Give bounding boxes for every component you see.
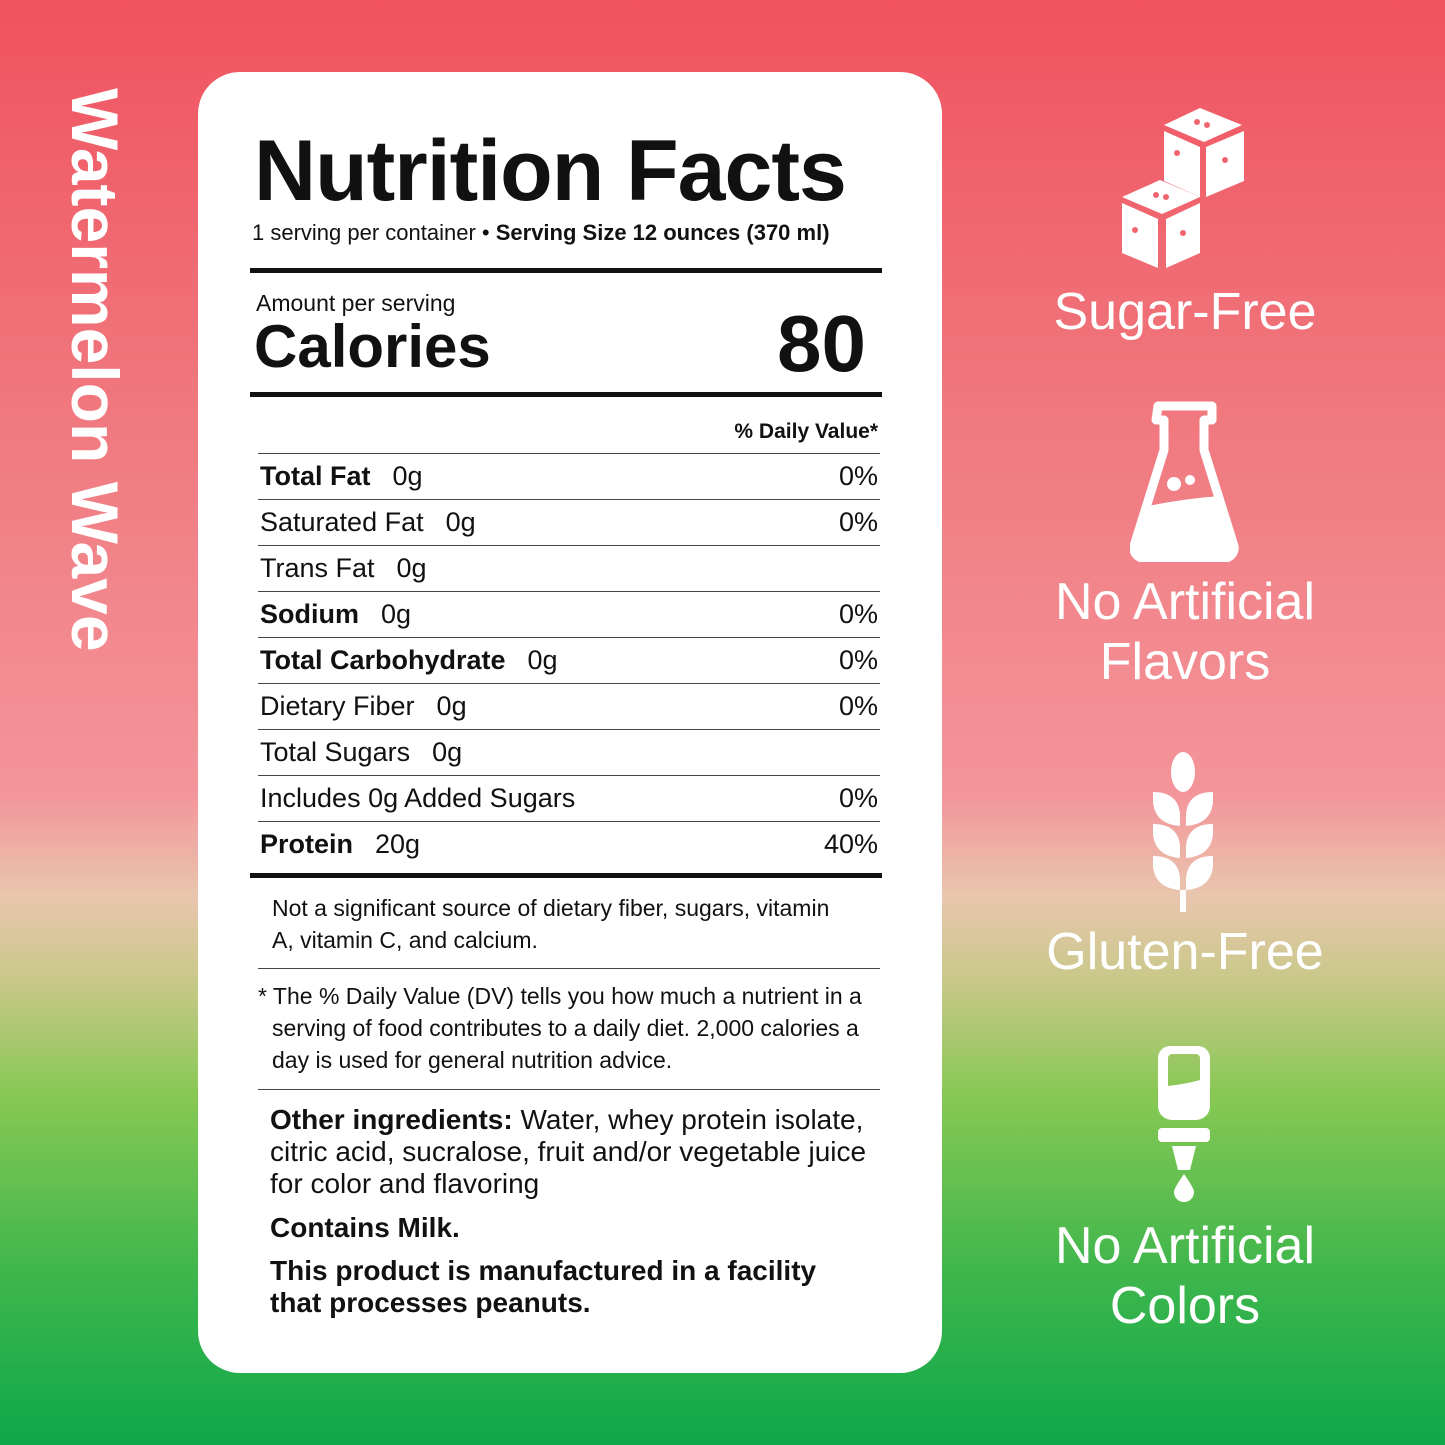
nutrient-name: Total Carbohydrate 0g <box>260 645 558 675</box>
nutrient-row: Protein 20g 40% <box>258 821 880 867</box>
nutrient-name: Protein 20g <box>260 829 421 859</box>
nutrient-row: Dietary Fiber 0g 0% <box>258 683 880 729</box>
divider <box>250 392 882 397</box>
nutrient-name: Includes 0g Added Sugars <box>260 783 576 813</box>
sugar-cubes-icon <box>1122 108 1244 268</box>
nutrient-row: Saturated Fat 0g 0% <box>258 499 880 545</box>
nutrient-dv: 0% <box>838 783 878 813</box>
nutrient-row: Total Carbohydrate 0g 0% <box>258 637 880 683</box>
divider <box>250 268 882 273</box>
facility-statement: This product is manufactured in a facili… <box>270 1255 817 1318</box>
nutrient-dv: 0% <box>838 507 878 537</box>
nutrient-name: Sodium 0g <box>260 599 412 629</box>
nutrient-row: Sodium 0g 0% <box>258 591 880 637</box>
allergen-statement: Contains Milk. <box>270 1212 460 1243</box>
product-name: Watermelon Wave <box>58 88 132 652</box>
nutrient-dv: 0% <box>838 645 878 675</box>
nutrient-row: Total Sugars 0g <box>258 729 880 775</box>
calories-label: Calories <box>254 313 491 380</box>
nutrient-row: Total Fat 0g 0% <box>258 453 880 499</box>
dv-footnote: * The % Daily Value (DV) tells you how m… <box>258 983 862 1073</box>
nutrient-name: Total Fat 0g <box>260 461 423 491</box>
serving-info: 1 serving per container • Serving Size 1… <box>252 220 830 245</box>
nutrient-name: Dietary Fiber 0g <box>260 691 467 721</box>
badge-no-artificial-flavors: No Artificial Flavors <box>1054 573 1316 691</box>
calories-value: 80 <box>777 299 866 388</box>
nutrition-label: Nutrition Facts 1 serving per container … <box>198 72 942 1373</box>
divider <box>250 873 882 878</box>
nutrient-name: Trans Fat 0g <box>260 553 427 583</box>
nutrient-dv: 0% <box>838 691 878 721</box>
nutrient-name: Saturated Fat 0g <box>260 507 476 537</box>
not-significant-note: Not a significant source of dietary fibe… <box>272 895 830 953</box>
dropper-icon <box>1158 1046 1210 1202</box>
nutrient-dv: 40% <box>823 829 878 859</box>
label-title: Nutrition Facts <box>254 123 847 219</box>
badge-gluten-free: Gluten-Free <box>1046 923 1324 981</box>
divider <box>258 1089 880 1090</box>
nutrient-dv: 0% <box>838 461 878 491</box>
nutrient-rows: Total Fat 0g 0% Saturated Fat 0g 0% Trans Fat 0… <box>258 453 880 867</box>
flask-icon <box>1130 401 1239 562</box>
daily-value-header: % Daily Value* <box>734 420 878 443</box>
badge-no-artificial-colors: No Artificial Colors <box>1054 1217 1316 1335</box>
wheat-icon <box>1153 752 1213 912</box>
nutrient-dv: 0% <box>838 599 878 629</box>
badge-sugar-free: Sugar-Free <box>1053 283 1317 341</box>
ingredients: Other ingredients: Water, whey protein i… <box>270 1104 867 1199</box>
amount-per-serving: Amount per serving <box>256 290 456 316</box>
nutrient-row: Includes 0g Added Sugars 0% <box>258 775 880 821</box>
nutrient-row: Trans Fat 0g <box>258 545 880 591</box>
divider <box>258 968 880 969</box>
nutrient-name: Total Sugars 0g <box>260 737 463 767</box>
